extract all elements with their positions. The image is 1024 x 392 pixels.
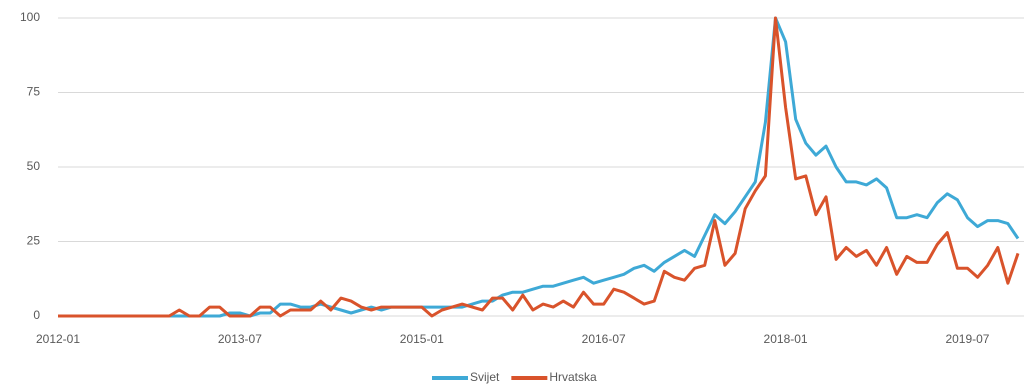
y-tick-label: 50: [27, 159, 41, 173]
y-tick-label: 25: [27, 234, 41, 248]
y-tick-label: 100: [20, 10, 40, 24]
x-tick-label: 2013-07: [218, 332, 262, 346]
series-line: [58, 16, 1020, 318]
series-line: [58, 16, 1020, 318]
y-tick-label: 75: [27, 85, 41, 99]
legend-label: Hrvatska: [549, 370, 597, 384]
x-tick-label: 2015-01: [400, 332, 444, 346]
x-tick-label: 2012-01: [36, 332, 80, 346]
legend-label: Svijet: [470, 370, 500, 384]
x-tick-label: 2018-01: [764, 332, 808, 346]
x-tick-label: 2016-07: [582, 332, 626, 346]
x-tick-label: 2019-07: [945, 332, 989, 346]
y-tick-label: 0: [33, 308, 40, 322]
